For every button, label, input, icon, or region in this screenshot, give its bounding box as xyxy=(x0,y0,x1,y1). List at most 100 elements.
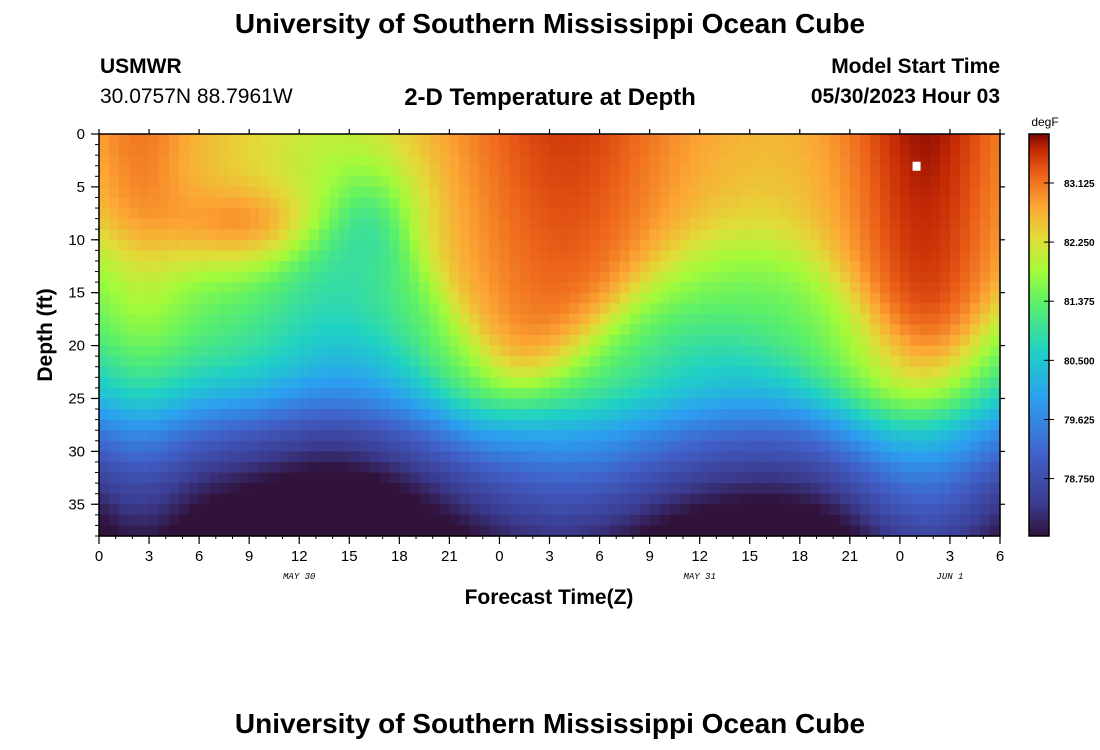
heatmap-cell xyxy=(779,134,791,146)
heatmap-cell xyxy=(549,356,561,368)
heatmap-cell xyxy=(269,440,280,452)
heatmap-cell xyxy=(779,303,791,315)
heatmap-cell xyxy=(979,504,991,516)
heatmap-cell xyxy=(169,176,180,188)
heatmap-cell xyxy=(159,186,170,199)
heatmap-cell xyxy=(749,493,761,505)
heatmap-cell xyxy=(769,271,781,283)
heatmap-cell xyxy=(249,493,260,505)
heatmap-cell xyxy=(139,409,150,421)
heatmap-cell xyxy=(239,335,250,347)
heatmap-cell xyxy=(199,440,210,452)
heatmap-cell xyxy=(239,208,250,220)
heatmap-cell xyxy=(599,155,611,167)
heatmap-cell xyxy=(459,366,471,378)
heatmap-cell xyxy=(929,165,941,177)
heatmap-cell xyxy=(639,398,651,410)
heatmap-cell xyxy=(639,186,651,199)
heatmap-cell xyxy=(229,218,240,230)
heatmap-cell xyxy=(989,483,1001,495)
heatmap-cell xyxy=(389,387,400,400)
heatmap-cell xyxy=(909,208,921,220)
heatmap-cell xyxy=(899,493,911,505)
heatmap-cell xyxy=(479,472,491,484)
heatmap-cell xyxy=(939,451,951,463)
heatmap-cell xyxy=(499,483,511,495)
heatmap-cell xyxy=(179,144,190,156)
heatmap-cell xyxy=(139,324,150,336)
heatmap-cell xyxy=(909,186,921,199)
heatmap-cell xyxy=(409,345,420,357)
heatmap-cell xyxy=(339,313,350,326)
heatmap-cell xyxy=(419,514,430,527)
heatmap-cell xyxy=(409,366,420,378)
heatmap-cell xyxy=(909,493,921,505)
heatmap-cell xyxy=(809,313,821,326)
heatmap-cell xyxy=(749,335,761,347)
heatmap-cell xyxy=(829,282,841,294)
heatmap-cell xyxy=(879,176,891,188)
heatmap-cell xyxy=(809,419,821,431)
heatmap-cell xyxy=(269,134,280,146)
heatmap-cell xyxy=(579,271,591,283)
heatmap-cell xyxy=(949,282,961,294)
heatmap-cell xyxy=(529,398,541,410)
heatmap-cell xyxy=(899,440,911,452)
heatmap-cell xyxy=(929,208,941,220)
heatmap-cell xyxy=(799,324,811,336)
heatmap-cell xyxy=(629,514,641,527)
heatmap-cell xyxy=(429,398,440,410)
heatmap-cell xyxy=(869,176,881,188)
heatmap-cell xyxy=(949,514,961,527)
heatmap-cell xyxy=(289,345,300,357)
heatmap-cell xyxy=(309,303,320,315)
heatmap-cell xyxy=(549,409,561,421)
heatmap-cell xyxy=(99,271,110,283)
heatmap-cell xyxy=(599,208,611,220)
heatmap-cell xyxy=(589,483,601,495)
heatmap-cell xyxy=(279,271,290,283)
heatmap-cell xyxy=(199,229,210,241)
heatmap-cell xyxy=(489,483,501,495)
heatmap-cell xyxy=(109,440,120,452)
heatmap-cell xyxy=(239,134,250,146)
heatmap-cell xyxy=(809,208,821,220)
heatmap-cell xyxy=(779,239,791,251)
heatmap-cell xyxy=(659,398,671,410)
heatmap-cell xyxy=(949,155,961,167)
heatmap-cell xyxy=(239,525,250,537)
heatmap-cell xyxy=(249,483,260,495)
heatmap-cell xyxy=(139,483,150,495)
heatmap-cell xyxy=(479,229,491,241)
heatmap-cell xyxy=(429,303,440,315)
heatmap-cell xyxy=(349,356,360,368)
heatmap-cell xyxy=(769,144,781,156)
heatmap-cell xyxy=(279,292,290,304)
heatmap-cell xyxy=(389,229,400,241)
heatmap-cell xyxy=(189,250,200,262)
heatmap-cell xyxy=(899,409,911,421)
heatmap-cell xyxy=(379,144,390,156)
heatmap-cell xyxy=(519,440,531,452)
heatmap-cell xyxy=(869,356,881,368)
heatmap-cell xyxy=(139,271,150,283)
heatmap-cell xyxy=(489,292,501,304)
heatmap-cell xyxy=(449,186,460,199)
heatmap-cell xyxy=(319,229,330,241)
heatmap-cell xyxy=(939,176,951,188)
heatmap-cell xyxy=(579,292,591,304)
heatmap-cell xyxy=(939,409,951,421)
heatmap-cell xyxy=(599,525,611,537)
heatmap-cell xyxy=(429,493,440,505)
heatmap-cell xyxy=(839,208,851,220)
heatmap-cell xyxy=(919,525,931,537)
heatmap-cell xyxy=(529,239,541,251)
heatmap-cell xyxy=(689,292,701,304)
heatmap-cell xyxy=(749,377,761,389)
heatmap-cell xyxy=(579,409,591,421)
heatmap-cell xyxy=(709,440,721,452)
heatmap-cell xyxy=(249,229,260,241)
heatmap-cell xyxy=(979,483,991,495)
heatmap-cell xyxy=(609,419,621,431)
heatmap-cell xyxy=(909,292,921,304)
